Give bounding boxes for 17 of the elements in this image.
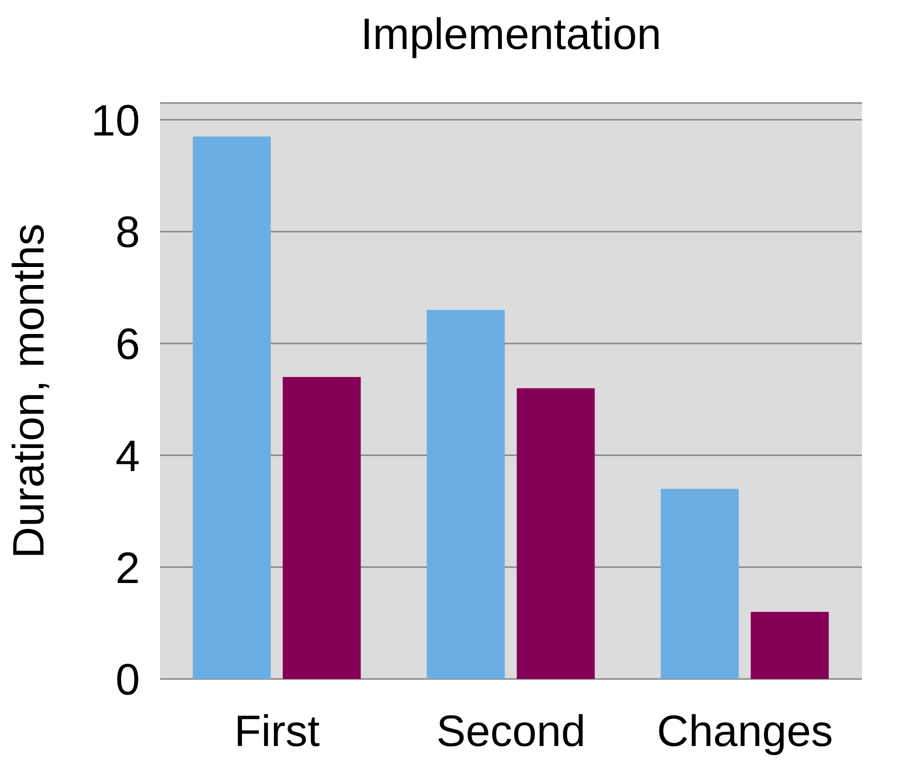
y-tick-label: 10: [91, 96, 140, 146]
bar: [426, 310, 505, 679]
bar: [282, 377, 361, 679]
x-tick-label: Second: [436, 707, 586, 756]
bar: [660, 488, 739, 679]
chart-title: Implementation: [360, 10, 662, 60]
y-tick-label: 2: [116, 544, 140, 593]
y-tick-label: 0: [116, 656, 140, 705]
bar: [516, 388, 595, 679]
x-tick-label: Changes: [656, 707, 834, 756]
y-axis-title: Duration, months: [4, 223, 54, 559]
x-tick-label: First: [234, 707, 320, 756]
y-tick-label: 8: [116, 208, 140, 258]
bar: [750, 612, 829, 679]
bar: [192, 136, 271, 679]
y-tick-label: 4: [116, 432, 140, 481]
y-tick-label: 6: [116, 320, 140, 370]
